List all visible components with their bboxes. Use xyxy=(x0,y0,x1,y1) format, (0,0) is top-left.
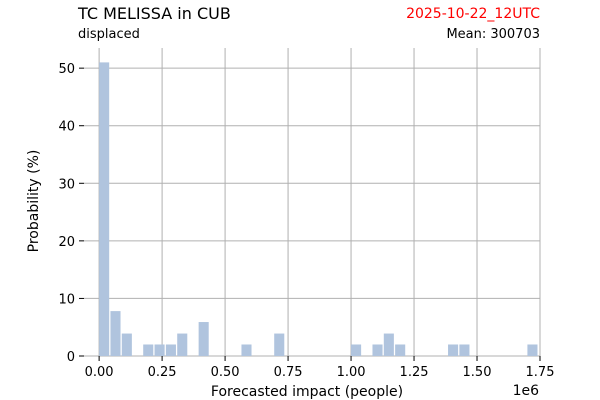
histogram-bar xyxy=(154,344,165,356)
histogram-bar xyxy=(241,344,252,356)
x-tick-label: 0.00 xyxy=(85,365,114,380)
histogram-bar xyxy=(395,344,406,356)
mean-label: Mean: 300703 xyxy=(446,27,540,42)
histogram-bar xyxy=(165,344,176,356)
histogram-bar xyxy=(351,344,362,356)
x-tick-label: 1.50 xyxy=(463,365,492,380)
histogram-bar xyxy=(143,344,154,356)
chart-title: TC MELISSA in CUB xyxy=(78,4,231,23)
run-time-label: 2025-10-22_12UTC xyxy=(406,6,540,22)
x-tick-label: 0.50 xyxy=(211,365,240,380)
y-tick-label: 10 xyxy=(58,292,75,307)
histogram-bar xyxy=(448,344,459,356)
y-tick-label: 0 xyxy=(67,350,75,365)
grid-layer xyxy=(84,48,541,357)
x-tick-label: 0.75 xyxy=(274,365,303,380)
y-tick-label: 50 xyxy=(58,62,75,77)
x-tick-label: 0.25 xyxy=(148,365,177,380)
histogram-bar xyxy=(121,333,132,356)
y-tick-label: 30 xyxy=(58,177,75,192)
histogram-bar xyxy=(383,333,394,356)
histogram-bar xyxy=(99,62,110,357)
bar-layer xyxy=(99,62,538,357)
x-tick-label: 1.25 xyxy=(400,365,429,380)
x-tick-label: 1.75 xyxy=(526,365,555,380)
impact-type-label: displaced xyxy=(78,27,140,42)
histogram-bar xyxy=(459,344,470,356)
x-offset-label: 1e6 xyxy=(513,383,540,399)
histogram-bar xyxy=(110,311,121,356)
y-axis-label: Probability (%) xyxy=(26,150,42,253)
x-axis-label: Forecasted impact (people) xyxy=(211,384,403,400)
histogram-bar xyxy=(527,344,538,356)
axis-layer: 0 10 20 30 40 50 0.00 0.25 0.50 0.75 1.00 1.25 1.50 1… xyxy=(58,62,554,380)
histogram-bar xyxy=(274,333,285,356)
y-tick-label: 40 xyxy=(58,120,75,135)
y-tick-label: 20 xyxy=(58,235,75,250)
x-tick-label: 1.00 xyxy=(337,365,366,380)
histogram-bar xyxy=(198,322,209,356)
histogram-bar xyxy=(372,344,383,356)
histogram-bar xyxy=(177,333,188,356)
